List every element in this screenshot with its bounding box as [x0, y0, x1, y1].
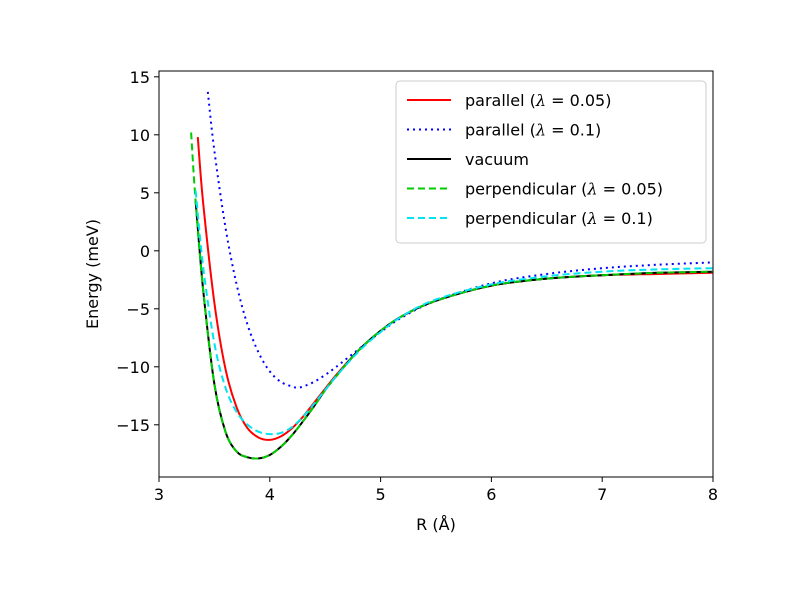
legend-label-1: parallel (λ = 0.05)	[465, 91, 611, 110]
legend-label-5: perpendicular (λ = 0.1)	[465, 209, 653, 228]
legend: parallel (λ = 0.05) parallel (λ = 0.1) vac…	[395, 80, 707, 244]
x-tick-label: 6	[486, 485, 496, 504]
x-axis-title: R (Å)	[416, 515, 456, 534]
x-tick-label: 4	[265, 485, 275, 504]
series-layer	[190, 91, 713, 460]
plot-frame	[158, 70, 714, 478]
y-tick-label: −5	[126, 300, 150, 319]
legend-label-4: perpendicular (λ = 0.05)	[465, 180, 663, 199]
x-tick-label: 8	[708, 485, 718, 504]
y-tick-label: 15	[130, 68, 150, 87]
x-axis-ticks: 3 4 5 6 7 8	[154, 477, 718, 504]
legend-label-2: parallel (λ = 0.1)	[465, 121, 601, 140]
y-tick-label: −15	[116, 416, 150, 435]
legend-box	[395, 80, 707, 244]
x-tick-label: 5	[376, 485, 386, 504]
y-tick-label: 5	[140, 184, 150, 203]
y-tick-label: 0	[140, 242, 150, 261]
series-line-5	[194, 190, 713, 436]
y-tick-label: −10	[116, 358, 150, 377]
series-line-2	[206, 91, 713, 389]
y-axis-ticks: −15 −10 −5 0 5 10 15	[116, 68, 159, 435]
legend-label-3: vacuum	[465, 150, 529, 169]
series-line-4	[190, 132, 713, 460]
x-tick-label: 3	[154, 485, 164, 504]
y-axis-title: Energy (meV)	[83, 219, 102, 329]
y-tick-label: 10	[130, 126, 150, 145]
x-tick-label: 7	[597, 485, 607, 504]
